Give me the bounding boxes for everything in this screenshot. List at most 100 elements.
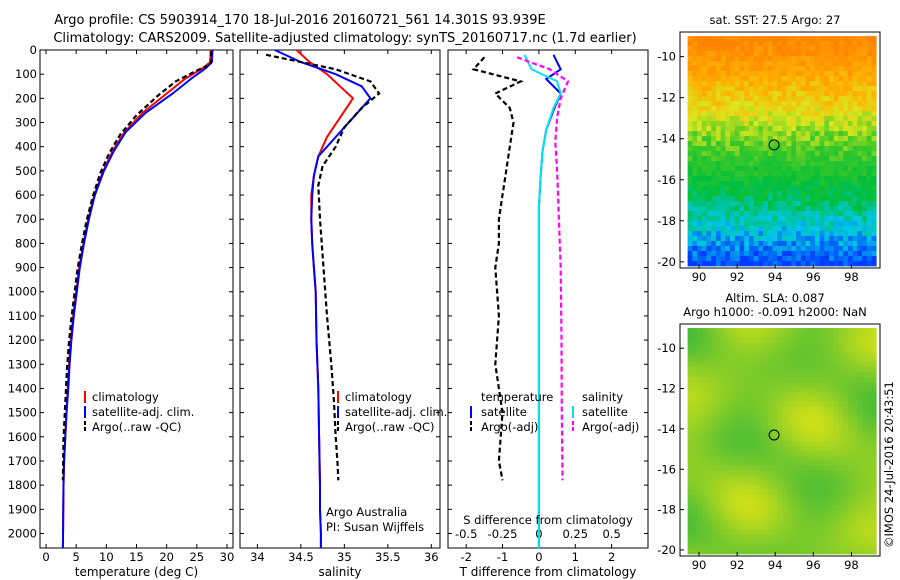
- map-cell: [697, 91, 703, 97]
- map-cell: [697, 426, 703, 432]
- map-cell: [706, 196, 712, 202]
- map-cell: [725, 200, 731, 207]
- map-cell: [730, 436, 736, 442]
- map-cell: [852, 210, 858, 217]
- map-cell: [833, 91, 839, 97]
- map-cell: [748, 136, 755, 142]
- map-cell: [772, 205, 778, 212]
- map-cell: [819, 460, 825, 466]
- map-cell: [781, 401, 788, 408]
- map-cell: [796, 200, 802, 207]
- map-cell: [781, 41, 788, 47]
- salinity-note-line2: PI: Susan Wijffels: [326, 520, 424, 534]
- depth-tick-label: 200: [15, 91, 37, 105]
- map-cell: [819, 495, 825, 501]
- map-cell: [744, 101, 750, 107]
- depth-tick-label: 1300: [8, 357, 37, 371]
- map-cell: [786, 441, 792, 447]
- map-cell: [871, 186, 877, 192]
- map-cell: [748, 156, 755, 162]
- map-cell: [777, 514, 783, 520]
- map-cell: [838, 332, 844, 339]
- map-cell: [847, 514, 854, 520]
- map-cell: [857, 347, 863, 353]
- map-cell: [824, 470, 830, 476]
- map-cell: [805, 255, 811, 262]
- map-cell: [829, 534, 835, 540]
- map-cell: [758, 176, 764, 182]
- map-cell: [819, 181, 825, 187]
- map-cell: [715, 441, 722, 447]
- map-cell: [730, 46, 736, 52]
- map-cell: [781, 86, 788, 92]
- map-cell: [730, 240, 736, 247]
- map-cell: [862, 539, 868, 545]
- map-cell: [701, 499, 707, 506]
- map-cell: [824, 357, 830, 363]
- map-cell: [843, 465, 849, 471]
- map-cell: [739, 504, 745, 511]
- map-cell: [715, 495, 722, 501]
- map-cell: [692, 260, 698, 267]
- map-cell: [767, 245, 773, 252]
- map-cell: [871, 71, 877, 77]
- map-cell: [862, 91, 868, 97]
- map-cell: [753, 362, 759, 368]
- map-cell: [814, 96, 821, 102]
- map-cell: [777, 529, 783, 535]
- map-cell: [847, 151, 854, 157]
- map-cell: [687, 196, 693, 202]
- map-cell: [833, 46, 839, 52]
- map-cell: [687, 455, 693, 462]
- map-cell: [829, 519, 835, 525]
- map-cell: [730, 332, 736, 339]
- map-cell: [720, 245, 726, 252]
- map-cell: [781, 465, 788, 471]
- map-cell: [824, 166, 830, 172]
- map-cell: [767, 391, 773, 398]
- map-cell: [805, 66, 811, 72]
- map-cell: [701, 66, 707, 72]
- map-cell: [697, 81, 703, 87]
- map-cell: [857, 470, 863, 476]
- map-cell: [829, 504, 835, 511]
- map-cell: [697, 61, 703, 67]
- map-cell: [692, 524, 698, 530]
- map-cell: [800, 220, 806, 227]
- map-cell: [805, 519, 811, 525]
- map-cell: [800, 337, 806, 344]
- map-cell: [805, 131, 811, 137]
- map-cell: [748, 465, 755, 471]
- map-cell: [720, 342, 726, 349]
- map-cell: [697, 96, 703, 102]
- map-cell: [800, 529, 806, 535]
- map-cell: [847, 181, 854, 187]
- map-cell: [744, 362, 750, 368]
- map-cell: [838, 460, 844, 466]
- map-cell: [772, 396, 778, 403]
- map-cell: [739, 337, 745, 344]
- map-cell: [744, 396, 750, 403]
- map-cell: [720, 401, 726, 408]
- map-cell: [711, 337, 717, 344]
- map-cell: [763, 455, 769, 462]
- map-cell: [866, 116, 872, 122]
- map-cell: [852, 91, 858, 97]
- map-cell: [847, 166, 854, 172]
- map-cell: [730, 465, 736, 471]
- map-cell: [758, 436, 764, 442]
- map-cell: [725, 106, 731, 112]
- legend-argo-label: Argo(..raw -QC): [92, 420, 182, 434]
- map-cell: [753, 255, 759, 262]
- map-cell: [791, 495, 797, 501]
- map-cell: [791, 475, 797, 481]
- map-cell: [725, 401, 731, 408]
- map-cell: [819, 549, 825, 555]
- map-cell: [697, 352, 703, 358]
- map-cell: [730, 36, 736, 42]
- x-tick-label: 20: [159, 550, 174, 564]
- map-cell: [734, 347, 740, 353]
- map-cell: [805, 111, 811, 117]
- map-cell: [687, 106, 693, 112]
- map-cell: [833, 416, 839, 422]
